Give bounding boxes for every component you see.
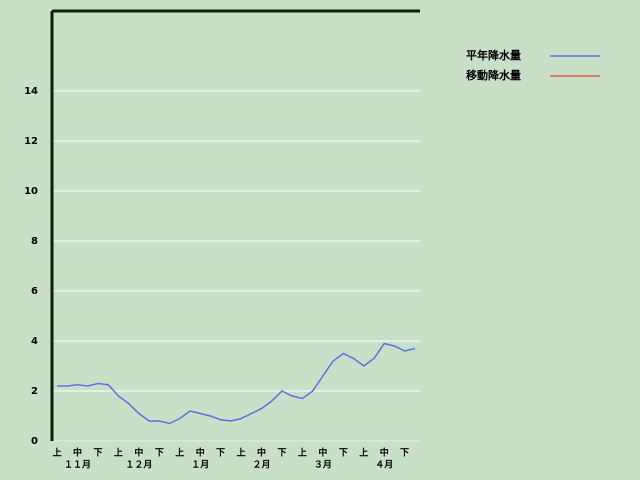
x-tick-label: 下 xyxy=(400,448,409,459)
month-label: ３月 xyxy=(314,460,332,471)
x-tick-label: 上 xyxy=(175,447,184,459)
x-tick-label: 中 xyxy=(257,447,266,459)
x-tick-label: 上 xyxy=(359,447,368,459)
y-tick-label: 4 xyxy=(31,336,38,347)
y-tick-label: 6 xyxy=(31,286,38,297)
x-tick-label: 上 xyxy=(298,447,307,459)
x-tick-label: 中 xyxy=(196,447,205,459)
legend-label: 平年降水量 xyxy=(466,48,521,62)
month-label: ２月 xyxy=(253,460,271,471)
legend-label: 移動降水量 xyxy=(466,68,521,82)
data-line xyxy=(57,342,416,425)
x-tick-label: 下 xyxy=(277,448,286,459)
x-tick-label: 下 xyxy=(339,448,348,459)
y-tick-label: 0 xyxy=(31,436,38,447)
y-tick-label: 10 xyxy=(24,186,38,197)
y-tick-label: 8 xyxy=(31,236,38,247)
x-tick-label: 下 xyxy=(216,448,225,459)
x-tick-label: 上 xyxy=(237,447,246,459)
x-tick-label: 上 xyxy=(114,447,123,459)
y-tick-label: 12 xyxy=(24,136,38,147)
y-tick-label: 14 xyxy=(24,86,38,97)
x-tick-label: 下 xyxy=(155,448,164,459)
x-tick-label: 中 xyxy=(134,447,143,459)
month-label: １２月 xyxy=(125,460,152,471)
x-tick-label: 中 xyxy=(73,447,82,459)
x-tick-label: 上 xyxy=(53,447,62,459)
y-tick-label: 2 xyxy=(31,386,38,397)
x-tick-label: 下 xyxy=(93,448,102,459)
month-label: １１月 xyxy=(64,460,91,471)
month-label: １月 xyxy=(191,460,209,471)
x-tick-label: 中 xyxy=(380,447,389,459)
x-tick-label: 中 xyxy=(318,447,327,459)
month-label: ４月 xyxy=(375,460,393,471)
